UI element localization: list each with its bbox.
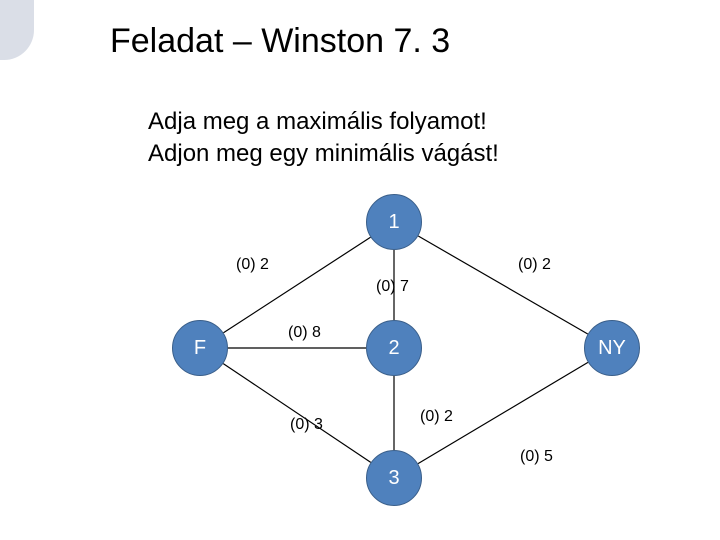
graph-edge bbox=[418, 236, 588, 334]
flow-network-graph: 1 F 2 NY 3 (0) 2 (0) 8 (0) 3 (0) 7 (0) 2 (0) 2 (0) … bbox=[0, 0, 720, 540]
edge-label: (0) 2 bbox=[420, 408, 453, 426]
graph-edge bbox=[223, 237, 370, 332]
graph-node-n3: 3 bbox=[366, 450, 422, 506]
edge-label: (0) 5 bbox=[520, 448, 553, 466]
edge-label: (0) 2 bbox=[236, 256, 269, 274]
edge-label: (0) 3 bbox=[290, 416, 323, 434]
slide: Feladat – Winston 7. 3 Adja meg a maximá… bbox=[0, 0, 720, 540]
graph-edges bbox=[0, 0, 720, 540]
graph-node-nNY: NY bbox=[584, 320, 640, 376]
graph-node-n1: 1 bbox=[366, 194, 422, 250]
graph-node-nF: F bbox=[172, 320, 228, 376]
edge-label: (0) 8 bbox=[288, 324, 321, 342]
edge-label: (0) 2 bbox=[518, 256, 551, 274]
graph-edge bbox=[223, 364, 370, 463]
edge-label: (0) 7 bbox=[376, 278, 409, 296]
graph-node-n2: 2 bbox=[366, 320, 422, 376]
